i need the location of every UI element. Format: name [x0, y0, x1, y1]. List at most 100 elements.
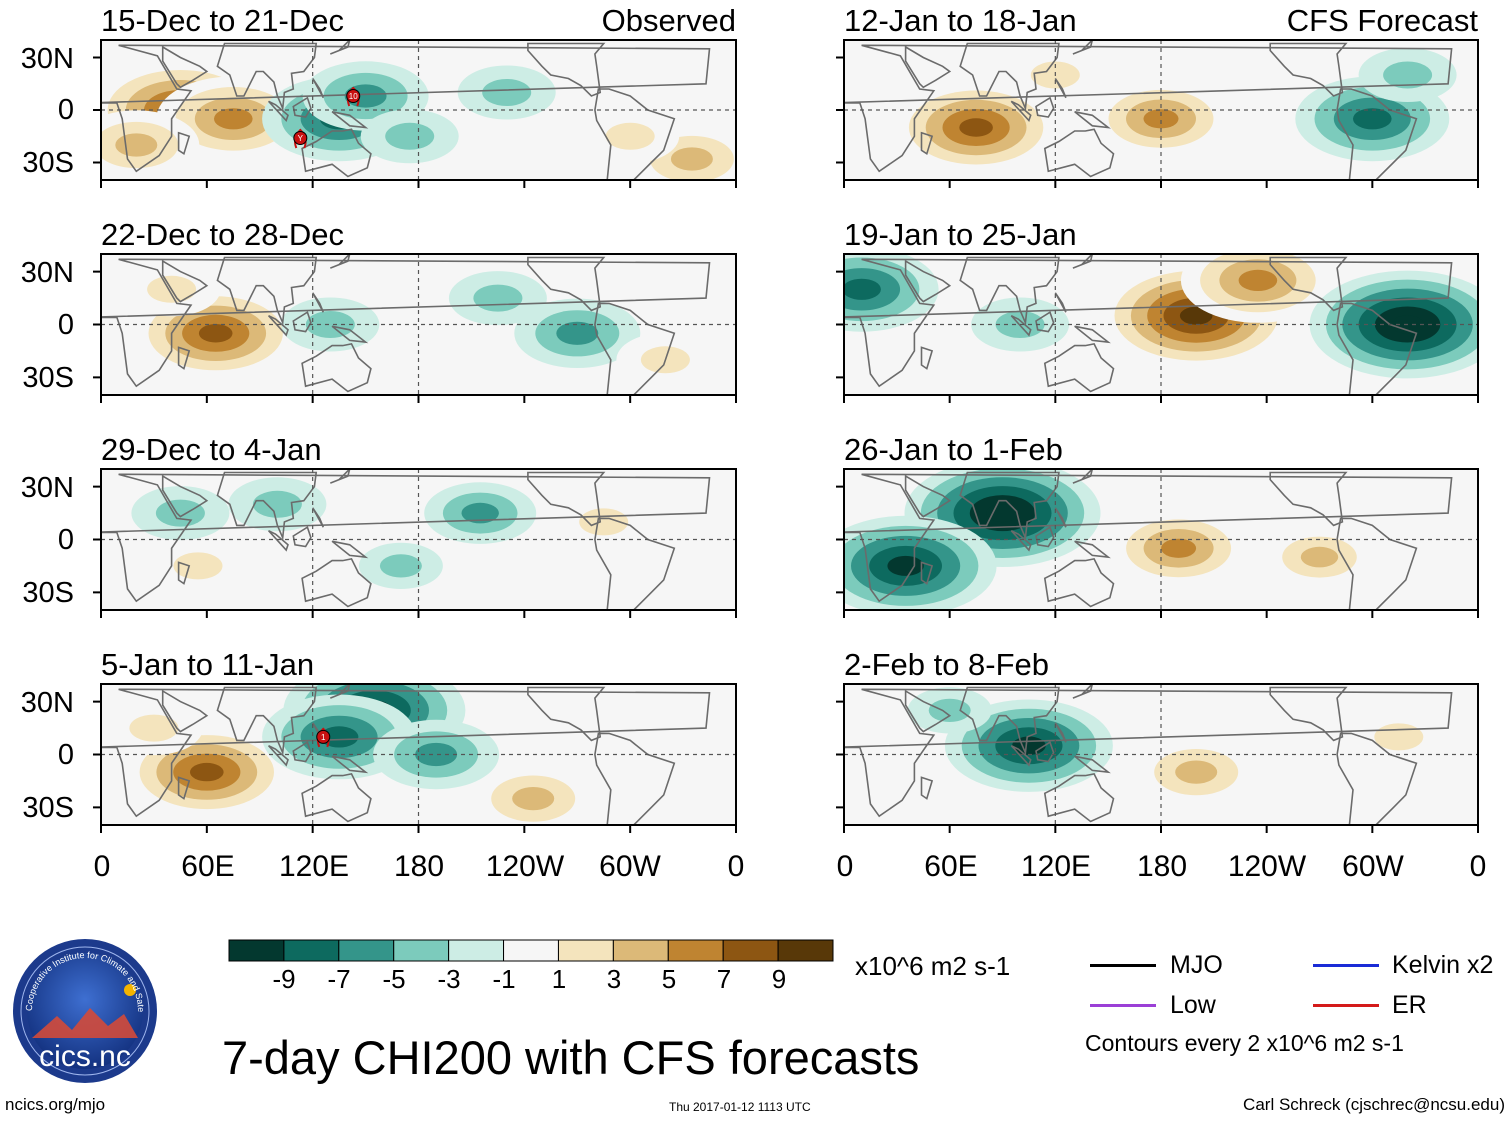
colorbar-bin	[283, 939, 340, 962]
continent-outline	[1054, 507, 1067, 528]
continent-outline	[292, 96, 312, 118]
continent-outline	[101, 473, 711, 603]
colorbar-label: 7	[716, 964, 732, 994]
lat-label-0: 0	[57, 524, 74, 556]
lat-label-30n: 30N	[20, 472, 74, 504]
lon-label-0: 0	[93, 850, 111, 883]
continent-outline	[330, 40, 351, 55]
continent-outline	[330, 684, 351, 699]
anomaly-field	[101, 59, 736, 180]
anomaly-contour	[115, 133, 158, 157]
legend-line-er	[1313, 1004, 1379, 1007]
anomaly-contour	[605, 122, 655, 150]
continent-outline	[594, 517, 676, 610]
continent-outline	[301, 342, 372, 393]
continent-outline	[594, 88, 676, 180]
continent-outline	[161, 474, 209, 518]
colorbar-label: -5	[382, 964, 406, 994]
lon-label-60e: 60E	[181, 850, 235, 883]
continent-outline	[268, 744, 289, 767]
continent-outline	[1336, 517, 1418, 610]
contour-note: Contours every 2 x10^6 m2 s-1	[1085, 1030, 1404, 1056]
continent-outline	[177, 131, 191, 156]
continent-outline	[844, 258, 1453, 388]
panel-title-2: 22-Dec to 28-Dec	[101, 217, 344, 252]
continent-outline	[1010, 529, 1032, 552]
anomaly-field	[131, 477, 653, 593]
anomaly-contour	[1161, 538, 1197, 558]
cics-logo: Cooperative Institute for Climate and Sa…	[12, 938, 158, 1084]
anomaly-field	[844, 254, 1478, 379]
lon-label-120w: 120W	[485, 850, 565, 883]
anomaly-contour	[173, 552, 223, 580]
panel-title-7: 26-Jan to 1-Feb	[844, 432, 1063, 467]
continent-outline	[330, 254, 351, 269]
continent-outline	[1010, 744, 1032, 767]
lat-label-0: 0	[57, 739, 74, 771]
anomaly-contour	[1175, 760, 1218, 784]
continent-outline	[331, 111, 369, 129]
continent-outline	[1072, 469, 1094, 484]
continent-outline	[959, 471, 1060, 541]
continent-outline	[177, 776, 191, 800]
anomaly-contour	[1143, 109, 1179, 129]
continent-outline	[594, 732, 676, 825]
storm-marker-label: Y	[298, 134, 304, 143]
anomaly-contour	[379, 554, 422, 578]
continent-outline	[1035, 96, 1055, 118]
lat-label-30s: 30S	[22, 792, 74, 824]
continent-outline	[292, 740, 312, 763]
footer-left[interactable]: ncics.org/mjo	[5, 1095, 106, 1114]
continent-outline	[268, 314, 289, 337]
anomaly-contour	[1300, 546, 1339, 568]
continent-outline	[101, 258, 711, 388]
legend-label-mjo: MJO	[1170, 951, 1223, 979]
units-label: x10^6 m2 s-1	[855, 951, 1011, 981]
continent-outline	[844, 44, 1453, 173]
continent-outline	[311, 507, 325, 528]
continent-outline	[301, 772, 372, 823]
continent-outline	[1269, 256, 1348, 312]
cics-logo-graphic: Cooperative Institute for Climate and Sa…	[12, 938, 157, 1083]
panel-title-1: 15-Dec to 21-Dec	[101, 3, 344, 38]
lat-label-30n: 30N	[20, 257, 74, 289]
storm-marker-label: 1	[321, 733, 326, 742]
continent-outline	[904, 474, 952, 518]
continent-outline	[959, 42, 1060, 112]
legend-line-low	[1090, 1004, 1156, 1007]
anomaly-contour	[385, 122, 435, 150]
colorbar-bin	[557, 939, 614, 962]
continent-outline	[1269, 686, 1348, 742]
colorbar-bin	[338, 939, 395, 962]
colorbar-label: 5	[661, 964, 677, 994]
colorbar-bin	[667, 939, 724, 962]
observed-tag: Observed	[601, 3, 736, 38]
continent-outline	[311, 78, 325, 99]
anomaly-contour	[556, 321, 599, 345]
storm-marker-label: 10	[349, 92, 358, 101]
continent-outline	[920, 346, 934, 370]
continent-outline	[161, 45, 209, 89]
legend-label-er: ER	[1392, 991, 1427, 1019]
continent-outline	[1269, 42, 1348, 97]
continent-outline	[301, 128, 372, 178]
lon-label-180: 180	[393, 850, 445, 883]
continent-outline	[959, 686, 1060, 756]
continent-outline	[330, 469, 351, 484]
continent-outline	[904, 45, 952, 89]
colorbar-label: 1	[551, 964, 567, 994]
continent-outline	[331, 755, 369, 774]
legend-label-kelvin: Kelvin x2	[1392, 951, 1494, 979]
lat-label-30n: 30N	[20, 43, 74, 75]
continent-outline	[161, 689, 209, 733]
cfs-forecast-tag: CFS Forecast	[1286, 3, 1478, 38]
continent-outline	[268, 100, 289, 123]
anomaly-contour	[214, 108, 253, 130]
continent-outline	[331, 325, 369, 344]
anomaly-contour	[198, 324, 233, 343]
continent-outline	[844, 473, 1453, 603]
continent-outline	[216, 686, 318, 756]
continent-outline	[1074, 111, 1111, 129]
colorbar-bin	[612, 939, 669, 962]
